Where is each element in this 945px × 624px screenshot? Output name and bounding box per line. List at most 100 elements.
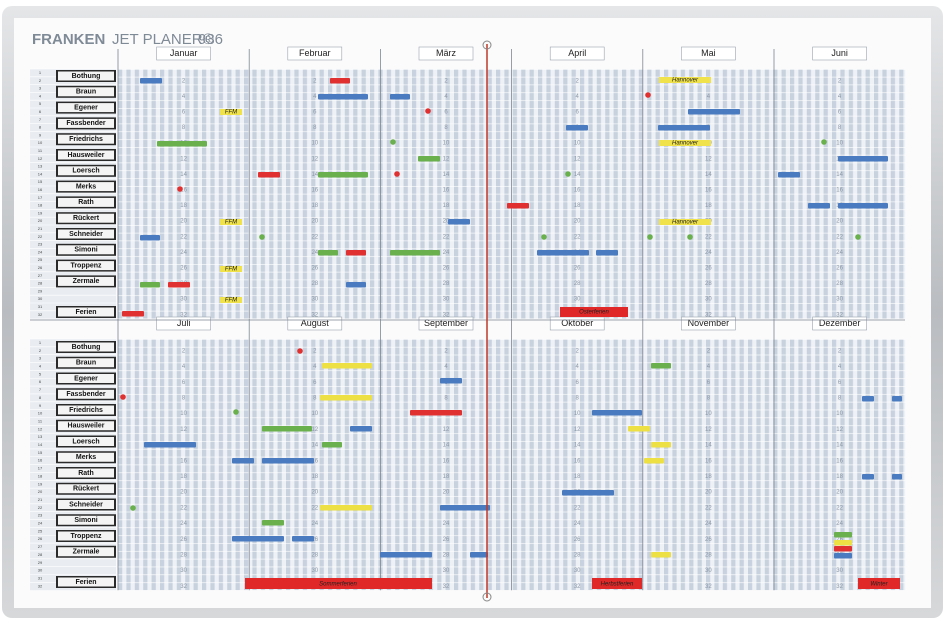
magnet bbox=[440, 378, 462, 384]
name-card bbox=[58, 166, 114, 176]
day-number: 6 bbox=[838, 109, 842, 115]
row-number: 16 bbox=[38, 187, 43, 192]
day-number: 22 bbox=[311, 505, 318, 511]
name: Bothung bbox=[72, 73, 101, 80]
magnet-dot bbox=[177, 186, 183, 192]
day-number: 18 bbox=[311, 203, 318, 209]
row-number: 18 bbox=[38, 203, 43, 208]
magnet-dot bbox=[687, 234, 693, 240]
name: Merks bbox=[76, 183, 96, 190]
day-number: 24 bbox=[574, 521, 581, 527]
day-number: 30 bbox=[705, 568, 712, 574]
magnet bbox=[144, 442, 196, 448]
row-number: 23 bbox=[38, 513, 43, 518]
day-number: 12 bbox=[180, 427, 187, 433]
day-number: 20 bbox=[443, 219, 450, 225]
row-number: 11 bbox=[38, 148, 43, 153]
day-number: 30 bbox=[705, 297, 712, 303]
row-number: 5 bbox=[39, 371, 42, 376]
row-number: 7 bbox=[39, 117, 42, 122]
name-card bbox=[58, 118, 114, 128]
month-header-box bbox=[681, 46, 736, 61]
day-number: 2 bbox=[444, 78, 448, 84]
row-number: 2 bbox=[39, 78, 42, 83]
day-number: 2 bbox=[313, 78, 317, 84]
row-number: 25 bbox=[38, 257, 43, 262]
day-number: 24 bbox=[180, 521, 187, 527]
note: FFM bbox=[225, 298, 237, 304]
day-number: 4 bbox=[313, 364, 317, 370]
day-number: 26 bbox=[574, 537, 581, 543]
name-card bbox=[58, 389, 114, 399]
magnet bbox=[318, 172, 368, 178]
day-number: 6 bbox=[313, 109, 317, 115]
day-number: 12 bbox=[180, 156, 187, 162]
row-number: 23 bbox=[38, 242, 43, 247]
magnet bbox=[322, 442, 342, 448]
name-card bbox=[58, 468, 114, 478]
day-number: 2 bbox=[182, 348, 186, 354]
row-number: 19 bbox=[38, 481, 43, 486]
day-number: 6 bbox=[182, 380, 186, 386]
day-number: 30 bbox=[574, 297, 581, 303]
day-number: 22 bbox=[705, 234, 712, 240]
magnet bbox=[470, 552, 488, 558]
row-number: 17 bbox=[38, 195, 43, 200]
month-header: Januar bbox=[170, 48, 198, 58]
name-card bbox=[58, 342, 114, 352]
row-number: 3 bbox=[39, 86, 42, 91]
magnets bbox=[120, 78, 902, 559]
note: Hannover bbox=[672, 78, 699, 84]
note-box bbox=[659, 140, 711, 146]
day-number: 2 bbox=[838, 348, 842, 354]
month-header: November bbox=[688, 318, 730, 328]
day-number: 28 bbox=[574, 552, 581, 558]
day-number: 26 bbox=[311, 265, 318, 271]
magnet bbox=[507, 203, 529, 209]
magnet bbox=[688, 109, 740, 115]
name: Rath bbox=[78, 470, 94, 477]
day-number: 26 bbox=[180, 265, 187, 271]
day-number: 24 bbox=[836, 521, 843, 527]
magnet-dot bbox=[130, 505, 136, 511]
magnet bbox=[440, 505, 490, 511]
day-number: 22 bbox=[311, 234, 318, 240]
name: Simoni bbox=[74, 247, 97, 254]
magnet bbox=[232, 536, 284, 542]
row-number: 30 bbox=[38, 568, 43, 573]
magnet bbox=[644, 458, 664, 464]
day-number: 30 bbox=[180, 568, 187, 574]
day-number: 18 bbox=[180, 203, 187, 209]
day-number: 4 bbox=[182, 364, 186, 370]
name-card bbox=[58, 103, 114, 113]
month-header: Juli bbox=[177, 318, 191, 328]
day-number: 6 bbox=[576, 109, 580, 115]
day-number: 26 bbox=[705, 265, 712, 271]
row-number: 17 bbox=[38, 466, 43, 471]
day-number: 4 bbox=[444, 94, 448, 100]
name-card bbox=[58, 452, 114, 462]
day-number: 18 bbox=[443, 203, 450, 209]
row-number: 28 bbox=[38, 552, 43, 557]
month-header: September bbox=[424, 318, 468, 328]
day-number: 24 bbox=[443, 521, 450, 527]
row-number: 31 bbox=[38, 304, 43, 309]
note-box bbox=[659, 219, 711, 225]
name: Loersch bbox=[72, 438, 99, 445]
name: Zermale bbox=[73, 278, 100, 285]
hinge bbox=[482, 40, 492, 50]
day-number: 32 bbox=[705, 584, 712, 590]
day-number: 18 bbox=[311, 474, 318, 480]
row-number: 10 bbox=[38, 411, 43, 416]
day-number: 16 bbox=[705, 458, 712, 464]
day-number: 8 bbox=[313, 125, 317, 131]
day-number: 32 bbox=[443, 312, 450, 318]
name: Bothung bbox=[72, 344, 101, 351]
magnet-dot bbox=[645, 92, 651, 98]
row-number: 26 bbox=[38, 536, 43, 541]
magnet-dot bbox=[541, 234, 547, 240]
note: Osterferien bbox=[579, 310, 609, 316]
magnet bbox=[232, 458, 254, 464]
day-number: 2 bbox=[707, 348, 711, 354]
name: Hausweiler bbox=[68, 423, 105, 430]
